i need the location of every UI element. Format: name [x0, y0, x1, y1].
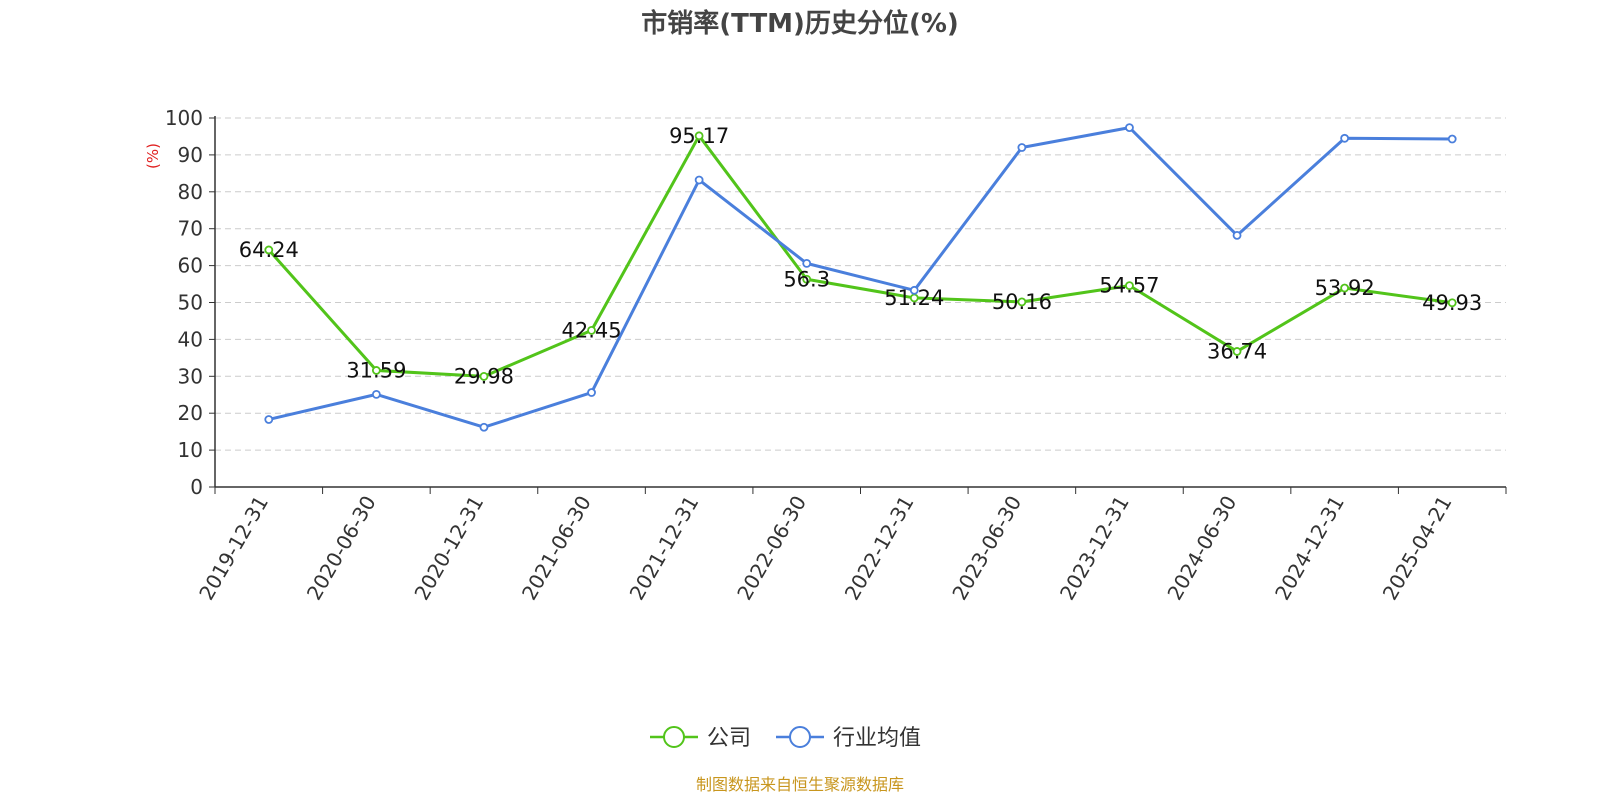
- y-tick-label: 60: [178, 254, 203, 278]
- legend-label: 行业均值: [833, 726, 921, 751]
- gridlines: [215, 117, 1506, 451]
- data-point: [1017, 143, 1027, 152]
- data-label: 51.24: [884, 286, 944, 310]
- data-point: [1125, 281, 1134, 291]
- x-tick-label: 2022-06-30: [732, 492, 811, 605]
- data-point: [371, 389, 381, 399]
- x-axis: 2019-12-31 2020-06-30 2020-12-31 2021-06-30…: [194, 486, 1507, 605]
- x-tick-label: 2021-12-31: [625, 492, 704, 605]
- data-point: [802, 274, 812, 284]
- y-axis-unit-label: (%): [144, 143, 162, 169]
- data-label: 95.17: [669, 124, 729, 148]
- data-point: [1232, 347, 1242, 356]
- data-point: [479, 371, 489, 381]
- source-note: 制图数据来自恒生聚源数据库: [696, 775, 904, 794]
- data-point: [1447, 134, 1457, 144]
- y-tick-label: 30: [178, 364, 203, 388]
- data-label: 49.93: [1422, 291, 1482, 315]
- data-label: 53.92: [1315, 276, 1375, 300]
- y-tick-label: 0: [190, 475, 203, 499]
- data-point: [1232, 230, 1242, 240]
- data-label: 56.3: [783, 267, 830, 291]
- data-point: [1125, 123, 1134, 132]
- y-tick-label: 40: [178, 327, 203, 351]
- x-tick-label: 2023-06-30: [947, 492, 1026, 605]
- data-point: [1340, 283, 1350, 293]
- data-point: [694, 175, 704, 185]
- y-tick-label: 50: [178, 291, 203, 315]
- data-point: [587, 388, 596, 397]
- x-tick-label: 2020-12-31: [409, 492, 488, 605]
- data-label: 64.24: [239, 238, 299, 262]
- data-label: 29.98: [454, 364, 514, 388]
- data-point: [802, 258, 812, 268]
- x-tick-label: 2019-12-31: [194, 492, 273, 605]
- y-axis: 0 10 20 30 40 50 60 70 80 90 100: [165, 106, 216, 499]
- data-point: [371, 366, 381, 375]
- x-tick-label: 2020-06-30: [302, 492, 381, 605]
- y-tick-label: 80: [178, 180, 203, 204]
- data-point: [1340, 133, 1350, 143]
- chart-title: 市销率(TTM)历史分位(%): [641, 8, 959, 39]
- data-label: 54.57: [1099, 274, 1159, 298]
- series-group: 64.24 31.59 29.98 42.45 95.17 56.3 51.24 50.16 5…: [239, 123, 1482, 432]
- data-point: [264, 245, 274, 255]
- y-tick-label: 70: [178, 217, 203, 241]
- y-tick-label: 100: [165, 106, 203, 130]
- data-label: 36.74: [1207, 339, 1267, 363]
- series-line-1: [268, 126, 1453, 429]
- legend-marker: [789, 726, 811, 748]
- data-label: 50.16: [992, 290, 1052, 314]
- y-tick-label: 10: [178, 438, 203, 462]
- legend-marker: [663, 726, 685, 748]
- data-point: [1017, 297, 1027, 307]
- data-point: [909, 285, 919, 295]
- data-point: [264, 415, 274, 424]
- x-tick-label: 2024-12-31: [1270, 492, 1349, 605]
- data-point: [1447, 298, 1457, 308]
- data-point: [479, 422, 489, 432]
- x-tick-label: 2024-06-30: [1162, 492, 1241, 605]
- x-tick-label: 2021-06-30: [517, 492, 596, 605]
- data-label: 42.45: [561, 318, 621, 342]
- series-line-0: [267, 134, 1453, 378]
- x-tick-label: 2023-12-31: [1055, 492, 1134, 605]
- x-tick-label: 2022-12-31: [840, 492, 919, 605]
- y-tick-label: 20: [178, 401, 203, 425]
- legend-label: 公司: [707, 726, 751, 751]
- data-point: [694, 131, 704, 141]
- x-tick-label: 2025-04-21: [1378, 492, 1457, 605]
- data-label: 31.59: [346, 358, 406, 382]
- y-tick-label: 90: [178, 143, 203, 167]
- data-point: [587, 325, 596, 335]
- legend: 公司 行业均值: [650, 726, 921, 751]
